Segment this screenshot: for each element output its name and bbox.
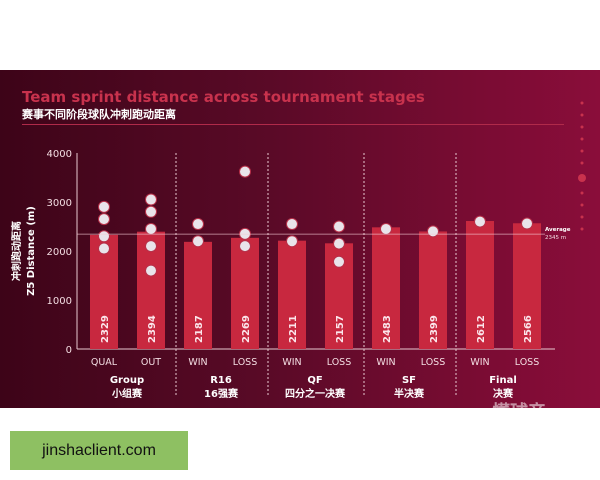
- decorative-dot: [580, 125, 584, 129]
- bar-value-label: 2394: [147, 315, 158, 343]
- team-flag-icon: [521, 217, 533, 230]
- bar-value-label: 2211: [288, 315, 299, 343]
- bar-value-label: 2329: [100, 315, 111, 343]
- bar-value-label: 2483: [382, 315, 393, 343]
- bar: [513, 223, 541, 349]
- bar-value-label: 2566: [523, 315, 534, 343]
- decorative-dot: [580, 101, 584, 105]
- team-flag-icon: [145, 240, 157, 253]
- team-flag-icon: [333, 220, 345, 233]
- decorative-dot: [580, 149, 584, 153]
- decorative-dot: [580, 227, 584, 231]
- decorative-dot: [580, 215, 584, 219]
- bar-value-label: 2269: [241, 315, 252, 343]
- x-tick-label: WIN: [188, 357, 207, 368]
- team-flag-icon: [474, 215, 486, 228]
- team-flag-icon: [427, 225, 439, 238]
- team-flag-icon: [239, 240, 251, 253]
- x-tick-label: QUAL: [91, 357, 118, 368]
- x-tick-label: LOSS: [515, 357, 540, 368]
- chart-title: Team sprint distance across tournament s…: [22, 88, 425, 106]
- x-tick-label: WIN: [282, 357, 301, 368]
- decorative-dot: [578, 174, 586, 182]
- team-flag-icon: [98, 230, 110, 243]
- team-flag-icon: [192, 235, 204, 248]
- y-tick-label: 4000: [47, 149, 72, 160]
- team-flag-icon: [380, 222, 392, 235]
- team-flag-icon: [239, 165, 251, 178]
- stage-label-cn: 决赛: [493, 387, 514, 400]
- bar-value-label: 2612: [476, 315, 487, 343]
- team-flag-icon: [192, 218, 204, 231]
- stage-label: SF: [402, 375, 416, 386]
- x-tick-label: WIN: [470, 357, 489, 368]
- bar-value-label: 2399: [429, 315, 440, 343]
- watermark-logo: 懂球帝: [492, 402, 546, 423]
- stage-label-cn: 四分之一决赛: [285, 387, 346, 400]
- decorative-dot: [580, 113, 584, 117]
- y-tick-label: 2000: [47, 247, 72, 258]
- bar: [184, 241, 212, 349]
- team-flag-icon: [145, 264, 157, 277]
- bar: [278, 240, 306, 349]
- x-tick-label: LOSS: [327, 357, 352, 368]
- bar-value-label: 2157: [335, 315, 346, 343]
- stage-label-cn: 半决赛: [394, 387, 425, 400]
- stage-label-cn: 小组赛: [111, 387, 143, 400]
- x-tick-label: LOSS: [421, 357, 446, 368]
- team-flag-icon: [333, 255, 345, 268]
- stage-label: QF: [307, 375, 322, 386]
- y-axis-label-cn: 冲刺跑动距离: [10, 221, 23, 281]
- bar-value-label: 2187: [194, 315, 205, 343]
- title-divider: [22, 124, 564, 125]
- x-tick-label: OUT: [141, 357, 161, 368]
- y-axis-label: Z5 Distance (m): [26, 206, 37, 296]
- bar-chart: 0 1000 2000 3000 4000 冲刺跑动距离 Z5 Distance (m) 23…: [10, 101, 586, 400]
- x-tick-label: LOSS: [233, 357, 258, 368]
- average-label: Average: [545, 227, 571, 233]
- team-flag-icon: [333, 237, 345, 250]
- decorative-dot: [580, 203, 584, 207]
- y-tick-label: 1000: [47, 296, 72, 307]
- y-tick-label: 0: [66, 345, 72, 356]
- y-tick-label: 3000: [47, 198, 72, 209]
- decorative-dot: [580, 161, 584, 165]
- average-value: 2345 m: [545, 235, 566, 241]
- site-badge[interactable]: jinshaclient.com: [10, 431, 188, 470]
- decorative-dot: [580, 191, 584, 195]
- bar: [372, 227, 400, 349]
- decorative-dot: [580, 137, 584, 141]
- bar: [419, 231, 447, 349]
- chart-subtitle: 赛事不同阶段球队冲刺跑动距离: [22, 108, 176, 121]
- team-flag-icon: [98, 200, 110, 213]
- team-flag-icon: [145, 193, 157, 206]
- stage-label-cn: 16强赛: [204, 387, 239, 400]
- stage-label: Group: [110, 375, 144, 386]
- team-flag-icon: [145, 205, 157, 218]
- team-flag-icon: [286, 235, 298, 248]
- x-tick-label: WIN: [376, 357, 395, 368]
- site-link[interactable]: jinshaclient.com: [42, 441, 156, 459]
- stage-label: R16: [210, 375, 232, 386]
- team-flag-icon: [98, 213, 110, 226]
- bar: [231, 237, 259, 349]
- bar: [466, 221, 494, 349]
- stage-label: Final: [489, 375, 517, 386]
- team-flag-icon: [286, 218, 298, 231]
- team-flag-icon: [145, 222, 157, 235]
- team-flag-icon: [98, 242, 110, 255]
